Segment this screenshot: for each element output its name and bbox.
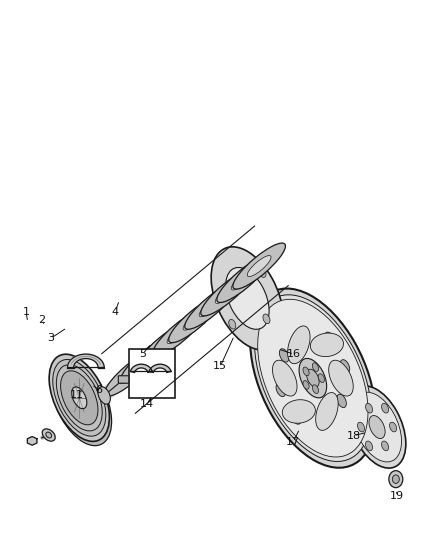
Ellipse shape — [229, 319, 236, 329]
Ellipse shape — [217, 256, 269, 303]
Ellipse shape — [72, 387, 87, 409]
Ellipse shape — [183, 309, 207, 330]
Ellipse shape — [303, 367, 309, 376]
Ellipse shape — [221, 261, 265, 298]
Ellipse shape — [189, 287, 233, 325]
Ellipse shape — [231, 269, 255, 290]
Ellipse shape — [282, 400, 315, 423]
Text: 17: 17 — [286, 437, 300, 447]
Bar — [130, 350, 175, 398]
Polygon shape — [130, 364, 152, 373]
Ellipse shape — [105, 350, 157, 397]
Polygon shape — [27, 437, 37, 445]
Ellipse shape — [51, 359, 112, 446]
Ellipse shape — [258, 299, 368, 457]
Ellipse shape — [365, 403, 373, 413]
Ellipse shape — [57, 365, 102, 431]
Ellipse shape — [60, 371, 98, 425]
Ellipse shape — [201, 270, 253, 316]
Ellipse shape — [318, 374, 325, 383]
Ellipse shape — [279, 349, 289, 362]
Ellipse shape — [288, 326, 310, 364]
Ellipse shape — [381, 403, 389, 413]
Ellipse shape — [135, 349, 159, 370]
Ellipse shape — [299, 358, 327, 398]
Ellipse shape — [263, 314, 270, 324]
Ellipse shape — [365, 441, 373, 451]
Ellipse shape — [389, 422, 397, 432]
Ellipse shape — [98, 387, 110, 404]
Ellipse shape — [259, 268, 266, 277]
Ellipse shape — [49, 354, 110, 441]
Ellipse shape — [185, 283, 237, 329]
Ellipse shape — [167, 322, 191, 344]
Ellipse shape — [119, 363, 143, 384]
Ellipse shape — [272, 360, 297, 396]
Ellipse shape — [325, 332, 334, 345]
Ellipse shape — [337, 394, 346, 408]
Ellipse shape — [292, 411, 301, 424]
Ellipse shape — [215, 282, 239, 303]
Ellipse shape — [237, 247, 281, 285]
Ellipse shape — [53, 359, 106, 436]
Text: 1: 1 — [22, 306, 29, 317]
Ellipse shape — [381, 441, 389, 451]
Ellipse shape — [199, 296, 223, 317]
Ellipse shape — [137, 324, 189, 369]
Ellipse shape — [316, 392, 338, 430]
Ellipse shape — [120, 337, 173, 383]
Ellipse shape — [276, 383, 286, 397]
Text: 2: 2 — [39, 314, 46, 325]
Ellipse shape — [300, 327, 309, 341]
Ellipse shape — [151, 336, 175, 357]
Text: 18: 18 — [346, 431, 360, 441]
Ellipse shape — [254, 295, 371, 462]
Ellipse shape — [46, 432, 52, 438]
Ellipse shape — [173, 301, 217, 338]
Circle shape — [389, 471, 403, 488]
Ellipse shape — [340, 360, 350, 373]
Ellipse shape — [317, 415, 326, 429]
Text: 5: 5 — [139, 349, 146, 359]
Ellipse shape — [157, 314, 201, 352]
Text: 11: 11 — [70, 390, 84, 400]
Ellipse shape — [211, 247, 283, 350]
Ellipse shape — [169, 297, 221, 343]
Text: 14: 14 — [140, 399, 154, 409]
Ellipse shape — [109, 354, 153, 392]
FancyBboxPatch shape — [118, 376, 129, 383]
Ellipse shape — [141, 327, 185, 366]
Ellipse shape — [348, 386, 406, 468]
Ellipse shape — [152, 310, 205, 356]
Ellipse shape — [307, 369, 319, 387]
Text: 4: 4 — [112, 306, 119, 317]
Text: 19: 19 — [390, 491, 404, 501]
Ellipse shape — [357, 422, 364, 432]
Text: 16: 16 — [287, 349, 301, 359]
Polygon shape — [67, 354, 104, 368]
Ellipse shape — [42, 429, 55, 441]
Ellipse shape — [205, 274, 249, 312]
Ellipse shape — [353, 392, 402, 462]
Text: 6: 6 — [95, 385, 102, 395]
Ellipse shape — [312, 385, 318, 393]
Ellipse shape — [311, 333, 343, 357]
Polygon shape — [149, 364, 171, 373]
Ellipse shape — [303, 381, 309, 389]
Ellipse shape — [233, 243, 286, 289]
Ellipse shape — [226, 268, 269, 329]
Ellipse shape — [125, 341, 169, 379]
Ellipse shape — [247, 255, 271, 277]
Ellipse shape — [369, 416, 385, 439]
Circle shape — [392, 475, 399, 483]
Text: 3: 3 — [47, 333, 54, 343]
Ellipse shape — [312, 363, 318, 372]
Ellipse shape — [250, 288, 375, 468]
Text: 15: 15 — [213, 361, 227, 372]
Ellipse shape — [328, 360, 353, 396]
